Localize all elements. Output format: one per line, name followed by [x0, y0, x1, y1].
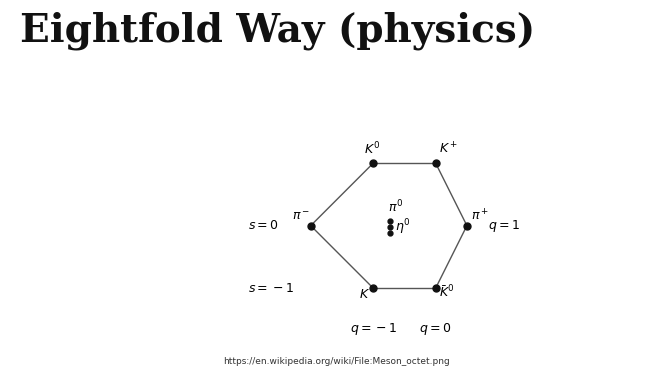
Text: $s=-1$: $s=-1$	[248, 282, 294, 295]
Text: $q=-1$: $q=-1$	[349, 321, 397, 337]
Text: $\bar{K}^0$: $\bar{K}^0$	[439, 284, 454, 300]
Text: $s=0$: $s=0$	[248, 219, 280, 232]
Text: $\pi^-$: $\pi^-$	[292, 210, 310, 223]
Text: $q=0$: $q=0$	[419, 321, 452, 337]
Text: https://en.wikipedia.org/wiki/File:Meson_octet.png: https://en.wikipedia.org/wiki/File:Meson…	[222, 357, 450, 366]
Text: $K^+$: $K^+$	[439, 142, 458, 157]
Text: Eightfold Way (physics): Eightfold Way (physics)	[20, 11, 536, 50]
Text: $K^-$: $K^-$	[360, 288, 378, 300]
Text: $q=1$: $q=1$	[489, 218, 520, 234]
Text: $\eta^0$: $\eta^0$	[395, 217, 411, 237]
Text: $K^0$: $K^0$	[364, 140, 380, 157]
Text: $\pi^+$: $\pi^+$	[471, 208, 489, 223]
Text: $\pi^0$: $\pi^0$	[388, 199, 403, 215]
